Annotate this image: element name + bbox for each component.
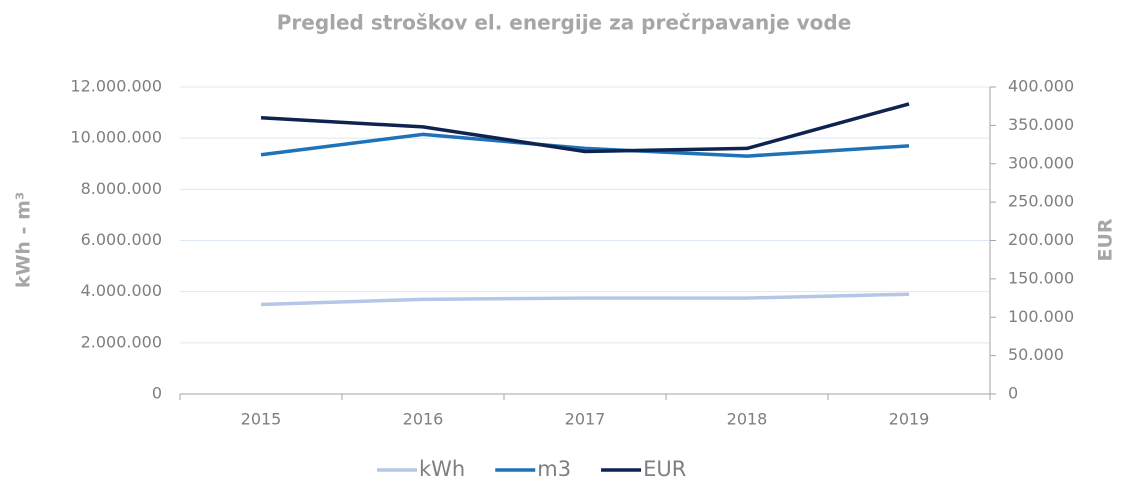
x-tick-label: 2019 — [889, 410, 930, 429]
series-line — [260, 292, 910, 307]
y2-tick-label: 350.000 — [1008, 115, 1074, 134]
y2-tick-label: 100.000 — [1008, 307, 1074, 326]
y2-tick-label: 200.000 — [1008, 230, 1074, 249]
x-tick-label: 2017 — [565, 410, 606, 429]
x-tick-label: 2015 — [241, 410, 282, 429]
legend-label: EUR — [643, 457, 686, 481]
y2-tick-label: 150.000 — [1008, 268, 1074, 287]
chart-title: Pregled stroškov el. energije za prečrpa… — [277, 11, 852, 35]
legend-label: m3 — [537, 457, 571, 481]
y2-tick-label: 400.000 — [1008, 77, 1074, 96]
y-tick-label: 10.000.000 — [70, 128, 162, 147]
y2-axis-label: EUR — [1095, 218, 1117, 261]
y-tick-label: 8.000.000 — [81, 179, 162, 198]
y-axis-label: kWh - m³ — [13, 192, 35, 288]
y-tick-label: 0 — [152, 384, 162, 403]
y2-tick-label: 300.000 — [1008, 153, 1074, 172]
y-tick-label: 12.000.000 — [70, 77, 162, 96]
y-tick-label: 6.000.000 — [81, 230, 162, 249]
series-line — [260, 132, 910, 158]
x-tick-label: 2018 — [727, 410, 768, 429]
y2-tick-label: 50.000 — [1008, 345, 1064, 364]
y2-tick-label: 250.000 — [1008, 192, 1074, 211]
x-tick-label: 2016 — [403, 410, 444, 429]
legend-label: kWh — [419, 457, 465, 481]
series-line — [260, 102, 910, 154]
y2-tick-label: 0 — [1008, 384, 1018, 403]
y-tick-label: 4.000.000 — [81, 281, 162, 300]
y-tick-label: 2.000.000 — [81, 332, 162, 351]
